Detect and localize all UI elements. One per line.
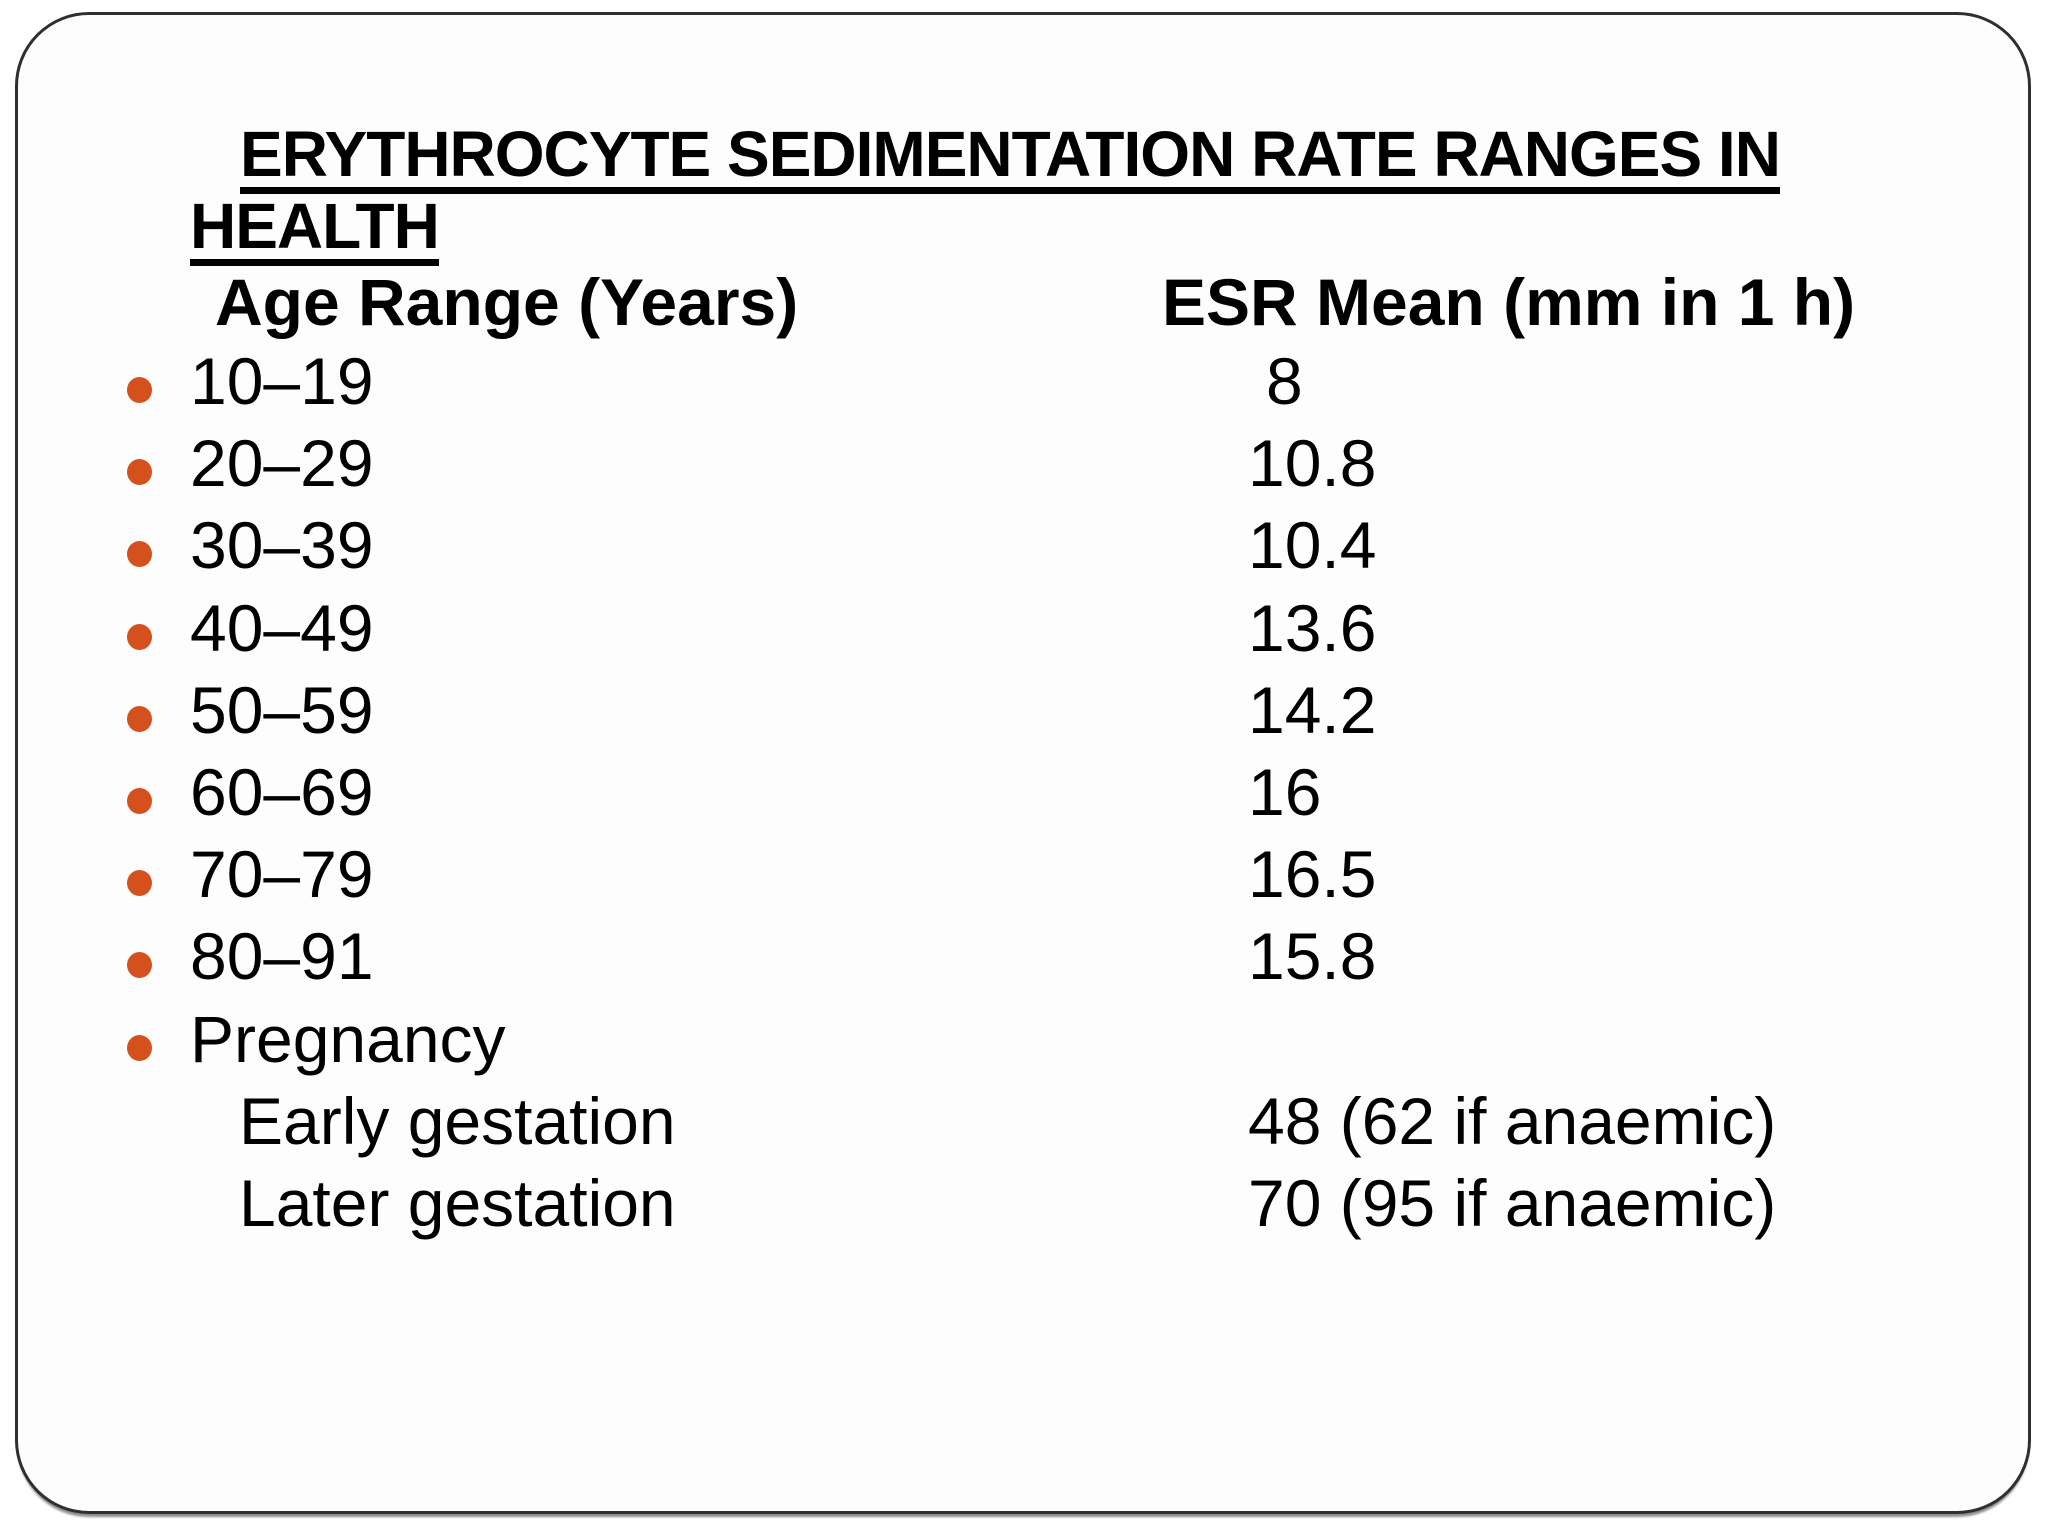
bullet-icon (127, 952, 152, 979)
esr-value: 15.8 (1248, 919, 1377, 994)
table-row: 40–49 13.6 (0, 587, 2048, 669)
table-row: 30–39 10.4 (0, 504, 2048, 586)
bullet-icon (127, 459, 152, 486)
esr-value: 14.2 (1248, 672, 1377, 747)
column-header-esr-mean: ESR Mean (mm in 1 h) (1162, 265, 1856, 339)
bullet-icon (127, 623, 152, 650)
age-range-label: 70–79 (190, 837, 374, 912)
age-range-label: Early gestation (239, 1083, 676, 1158)
esr-table: 10–19 8 20–29 10.8 30–39 10.4 40–49 13.6… (0, 340, 2048, 1244)
age-range-label: 50–59 (190, 672, 374, 747)
age-range-label: Pregnancy (190, 1001, 506, 1076)
age-range-label: 10–19 (190, 344, 374, 418)
esr-value: 16 (1248, 754, 1322, 829)
table-row: 60–69 16 (0, 751, 2048, 833)
table-row: 50–59 14.2 (0, 669, 2048, 751)
table-row: 70–79 16.5 (0, 833, 2048, 915)
table-row-pregnancy: Pregnancy (0, 998, 2048, 1080)
esr-value: 70 (95 if anaemic) (1248, 1165, 1777, 1240)
bullet-icon (127, 541, 152, 568)
esr-value: 8 (1266, 344, 1303, 418)
esr-value: 10.4 (1248, 508, 1377, 583)
esr-value: 16.5 (1248, 837, 1377, 912)
bullet-icon (127, 705, 152, 732)
esr-value: 13.6 (1248, 590, 1377, 665)
table-row: 20–29 10.8 (0, 422, 2048, 504)
bullet-icon (127, 787, 152, 814)
column-header-age-range: Age Range (Years) (215, 265, 799, 339)
esr-value: 10.8 (1248, 426, 1377, 501)
age-range-label: 20–29 (190, 426, 374, 501)
age-range-label: 30–39 (190, 508, 374, 583)
age-range-label: 80–91 (190, 919, 374, 994)
slide-title: ERYTHROCYTE SEDIMENTATION RATE RANGES IN… (190, 122, 1781, 266)
slide-title-line2: HEALTH (190, 194, 440, 266)
table-row: 10–19 8 (0, 340, 2048, 422)
table-row-early-gestation: Early gestation 48 (62 if anaemic) (0, 1080, 2048, 1162)
bullet-icon (127, 1034, 152, 1061)
esr-value: 48 (62 if anaemic) (1248, 1083, 1777, 1158)
bullet-icon (127, 377, 152, 403)
table-row: 80–91 15.8 (0, 915, 2048, 997)
slide-title-line1: ERYTHROCYTE SEDIMENTATION RATE RANGES IN (240, 122, 1781, 194)
bullet-icon (127, 870, 152, 897)
age-range-label: 40–49 (190, 590, 374, 665)
table-row-later-gestation: Later gestation 70 (95 if anaemic) (0, 1162, 2048, 1244)
age-range-label: 60–69 (190, 754, 374, 829)
age-range-label: Later gestation (239, 1165, 676, 1240)
